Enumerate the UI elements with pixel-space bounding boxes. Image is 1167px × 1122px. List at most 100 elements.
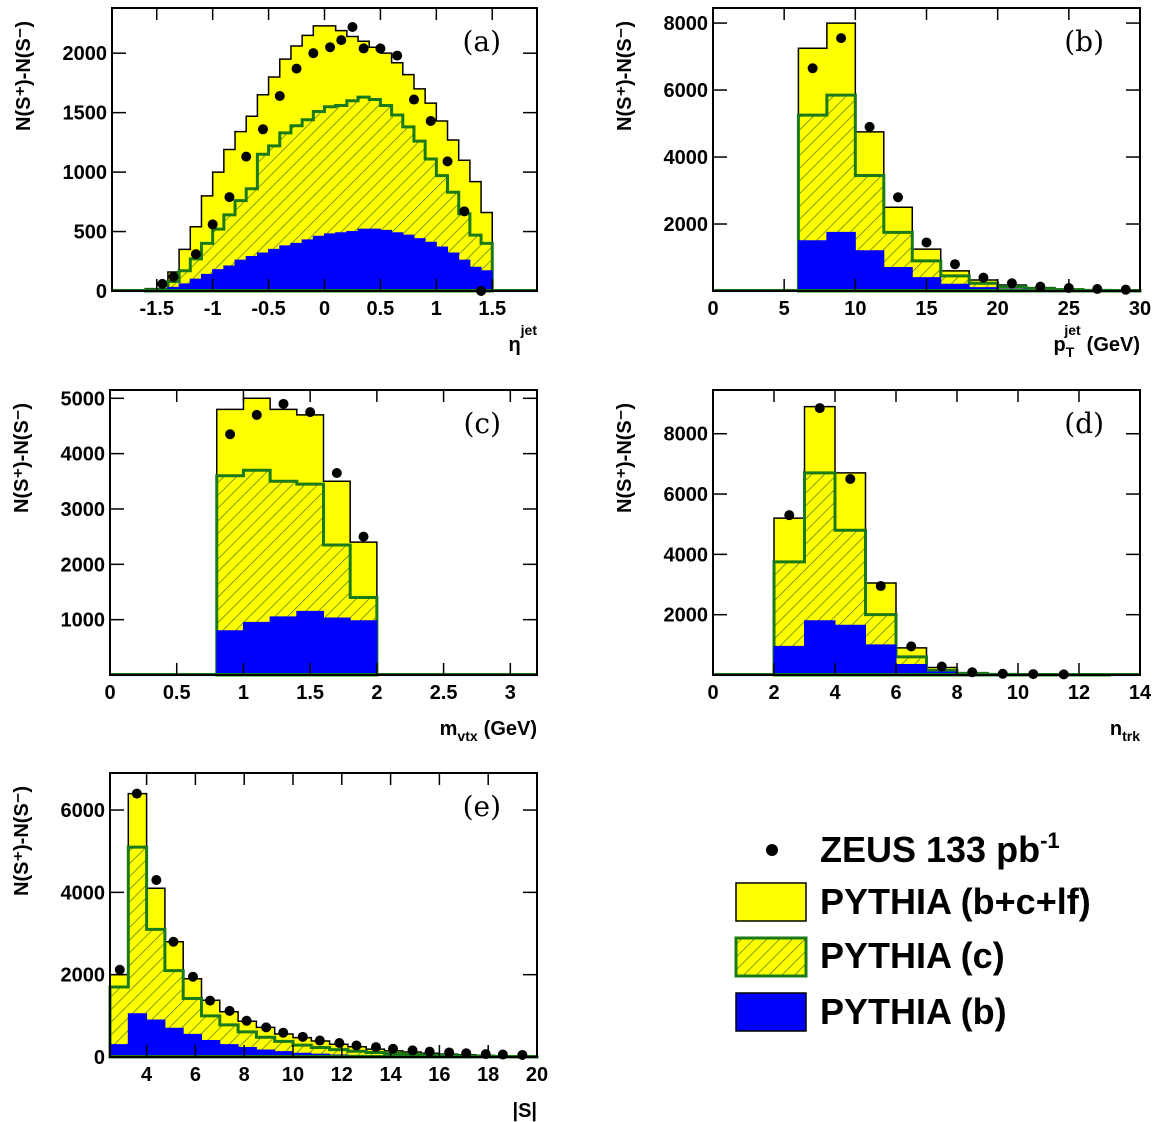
- plot-frame-d: [712, 389, 1141, 676]
- x-axis-label-d: ntrk: [1110, 718, 1140, 744]
- data-point-e-11: [314, 1035, 325, 1046]
- x-tick-label-e-8: 20: [526, 1064, 548, 1086]
- panel-tag-a: (a): [462, 25, 501, 58]
- legend-total-label: PYTHIA (b+c+lf): [820, 881, 1091, 922]
- x-tick-label-b-6: 30: [1129, 298, 1151, 320]
- data-point-c-0: [225, 429, 236, 440]
- x-tick-label-a-5: 1: [431, 298, 442, 320]
- data-point-e-14: [370, 1042, 381, 1053]
- data-point-e-13: [351, 1040, 362, 1051]
- y-tick-label-c-2: 3000: [61, 499, 106, 521]
- y-tick-label-c-3: 4000: [61, 444, 106, 466]
- data-point-b-8: [1035, 281, 1046, 292]
- data-point-a-5: [241, 151, 252, 162]
- data-point-d-3: [875, 581, 886, 592]
- x-axis-label-e: |S|: [512, 1100, 537, 1122]
- y-tick-label-b-2: 6000: [664, 80, 709, 102]
- x-axis-label-b: pTjet(GeV): [1054, 322, 1140, 360]
- x-tick-label-b-1: 5: [779, 298, 790, 320]
- data-point-c-1: [251, 409, 262, 420]
- x-axis-label-c: mvtx (GeV): [440, 718, 537, 744]
- data-point-c-2: [278, 398, 289, 409]
- x-tick-label-d-7: 14: [1129, 682, 1152, 704]
- panel-tag-c: (c): [463, 407, 501, 440]
- x-tick-label-d-6: 12: [1068, 682, 1090, 704]
- x-tick-label-b-3: 15: [915, 298, 937, 320]
- y-tick-label-c-0: 1000: [61, 610, 106, 632]
- data-point-a-11: [336, 35, 347, 46]
- x-tick-label-e-6: 16: [428, 1064, 450, 1086]
- y-axis-label-e: N(S⁺)-N(S⁻): [11, 786, 33, 896]
- data-point-b-3: [893, 192, 904, 203]
- data-point-a-7: [274, 90, 285, 101]
- x-tick-label-a-3: 0: [319, 298, 330, 320]
- x-tick-label-d-3: 6: [890, 682, 901, 704]
- y-tick-label-d-0: 2000: [664, 605, 709, 627]
- data-point-a-18: [442, 156, 453, 167]
- data-point-a-13: [358, 43, 369, 54]
- data-point-e-3: [168, 936, 179, 947]
- panel-a: -1.5 -1 -0.5 0 0.5 1 1.5 0 500 1000 1500 2000 (a) N(S…: [13, 7, 538, 356]
- panel-b: 0 5 10 15 20 25 30 2000 4000 6000 8000 (b) N(S⁺)-N(S…: [614, 7, 1151, 360]
- x-tick-label-c-1: 0.5: [163, 682, 191, 704]
- y-tick-label-a-2: 1000: [63, 162, 108, 184]
- x-tick-label-e-2: 8: [239, 1064, 250, 1086]
- x-tick-label-c-6: 3: [505, 682, 516, 704]
- legend-charm-label: PYTHIA (c): [820, 935, 1005, 976]
- y-tick-label-e-0: 0: [94, 1047, 105, 1069]
- data-point-e-9: [278, 1027, 289, 1038]
- data-point-e-4: [187, 971, 198, 982]
- data-point-e-0: [114, 964, 125, 975]
- data-point-d-5: [936, 661, 947, 672]
- data-point-b-2: [864, 121, 875, 132]
- data-point-b-10: [1092, 283, 1103, 294]
- x-tick-label-d-2: 4: [829, 682, 841, 704]
- data-point-e-16: [407, 1045, 418, 1056]
- y-tick-label-b-1: 4000: [664, 147, 709, 169]
- y-tick-label-b-0: 2000: [664, 214, 709, 236]
- plot-frame-c: [109, 389, 538, 676]
- data-point-b-1: [836, 33, 847, 44]
- x-tick-label-e-4: 12: [331, 1064, 353, 1086]
- beauty-histogram-a: [145, 228, 493, 292]
- data-point-e-21: [497, 1049, 508, 1060]
- x-tick-label-e-5: 14: [379, 1064, 402, 1086]
- beauty-histogram-c: [216, 610, 378, 676]
- panel-d: 0 2 4 6 8 10 12 14 2000 4000 6000 8000 (d) N(S⁺)-N(S⁻…: [614, 389, 1152, 744]
- x-tick-label-a-2: -0.5: [251, 298, 285, 320]
- x-tick-label-d-4: 8: [951, 682, 962, 704]
- data-point-a-3: [207, 219, 218, 230]
- y-axis-label-c: N(S⁺)-N(S⁻): [11, 403, 33, 513]
- legend-data-label: ZEUS 133 pb-1: [820, 828, 1060, 870]
- data-point-e-7: [241, 1015, 252, 1026]
- data-point-e-1: [131, 788, 142, 799]
- data-point-b-7: [1006, 278, 1017, 289]
- data-point-a-10: [325, 42, 336, 53]
- y-tick-label-d-1: 4000: [664, 544, 709, 566]
- data-point-a-8: [291, 63, 302, 74]
- data-point-d-1: [814, 403, 825, 414]
- data-point-d-4: [906, 641, 917, 652]
- data-point-e-8: [261, 1022, 272, 1033]
- legend: ZEUS 133 pb-1 PYTHIA (b+c+lf) PYTHIA (c)…: [734, 828, 1091, 1032]
- y-tick-label-a-0: 0: [96, 281, 107, 303]
- y-tick-label-d-3: 8000: [664, 424, 709, 446]
- x-tick-label-b-0: 0: [707, 298, 718, 320]
- x-tick-label-e-0: 4: [141, 1064, 153, 1086]
- data-point-e-19: [461, 1048, 472, 1059]
- y-axis-label-b: N(S⁺)-N(S⁻): [614, 21, 636, 131]
- data-point-a-12: [347, 22, 358, 33]
- y-axis-label-a: N(S⁺)-N(S⁻): [13, 21, 35, 131]
- data-point-d-7: [997, 668, 1008, 679]
- x-tick-label-c-3: 1.5: [296, 682, 324, 704]
- data-point-e-18: [444, 1047, 455, 1058]
- data-point-b-11: [1120, 284, 1131, 295]
- data-point-b-6: [978, 272, 989, 283]
- plot-frame-e: [109, 772, 538, 1058]
- data-point-d-0: [784, 510, 795, 521]
- panel-e: 4 6 8 10 12 14 16 18 20 0 2000 4000 6000 (e) N(S⁺)-N(S…: [11, 772, 548, 1122]
- legend-beauty-swatch: [735, 992, 807, 1032]
- y-tick-label-e-3: 6000: [61, 800, 106, 822]
- y-axis-label-d: N(S⁺)-N(S⁻): [614, 403, 636, 513]
- data-point-a-0: [157, 278, 168, 289]
